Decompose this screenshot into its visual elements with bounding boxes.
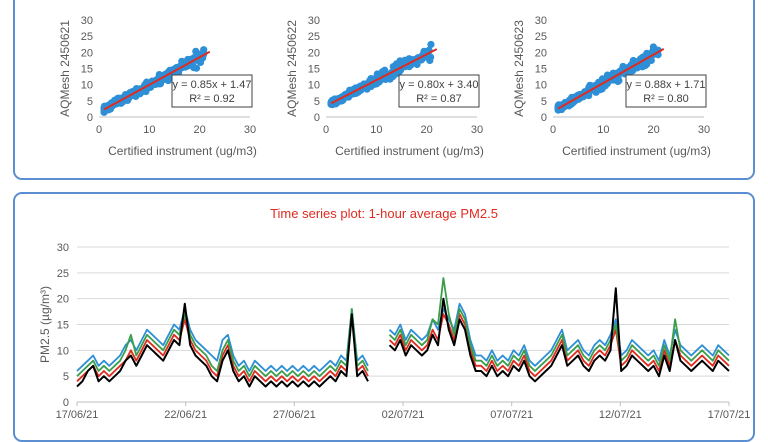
x-tick-label: 0	[323, 124, 329, 136]
trend-equation: y = 0.80x + 3.40	[400, 79, 479, 91]
scatter-chart-2: 0 5 10 15 20 25 30 0 10 20 30 Certified instrument …	[285, 15, 484, 158]
y-tick-label: 0	[314, 112, 320, 124]
y-tick-label: 30	[308, 15, 320, 27]
y-axis-label: AQMesh 2450621	[58, 20, 72, 117]
equation-box	[171, 74, 253, 108]
y-tick-label: 20	[81, 47, 93, 59]
x-axis-label: Certified instrument (ug/m3)	[108, 144, 257, 158]
scatter-point	[196, 58, 205, 67]
y-tick-label: 10	[535, 80, 547, 92]
x-tick-label: 20	[421, 124, 433, 136]
r-squared: R² = 0.80	[643, 93, 689, 105]
y-tick-label: 10	[81, 80, 93, 92]
scatter-chart-1: 0 5 10 15 20 25 30 0 10 20 30 Certified instrument …	[58, 15, 257, 158]
x-tick-label: 02/07/21	[382, 409, 425, 421]
y-tick-label: 25	[535, 31, 547, 43]
series-line	[76, 277, 730, 378]
trend-line	[557, 48, 665, 110]
x-tick-label: 30	[471, 124, 483, 136]
x-tick-label: 17/07/21	[708, 409, 751, 421]
y-tick-label: 0	[87, 112, 93, 124]
r-squared: R² = 0.87	[416, 93, 462, 105]
y-tick-label: 15	[535, 64, 547, 76]
y-tick-label: 20	[57, 294, 69, 306]
trend-equation: y = 0.85x + 1.47	[173, 79, 252, 91]
x-tick-label: 12/07/21	[599, 409, 642, 421]
y-tick-label: 15	[81, 64, 93, 76]
trend-line	[103, 50, 211, 111]
y-tick-label: 25	[308, 31, 320, 43]
y-tick-label: 30	[57, 242, 69, 254]
x-axis-label: Certified instrument (ug/m3)	[335, 144, 484, 158]
trend-line	[330, 48, 438, 105]
y-axis-label: AQMesh 2450623	[512, 20, 526, 117]
scatter-point	[392, 60, 401, 68]
y-tick-label: 20	[308, 47, 320, 59]
x-tick-label: 22/06/21	[164, 409, 207, 421]
scatter-point	[378, 68, 387, 76]
y-tick-label: 5	[541, 96, 547, 108]
y-tick-label: 25	[57, 268, 69, 280]
scatter-chart-3: 0 5 10 15 20 25 30 0 10 20 30 Certified instrument …	[512, 15, 711, 158]
x-tick-label: 10	[370, 124, 382, 136]
y-tick-label: 20	[535, 47, 547, 59]
y-tick-label: 0	[541, 112, 547, 124]
x-tick-label: 0	[96, 124, 102, 136]
x-tick-label: 27/06/21	[273, 409, 316, 421]
x-tick-label: 0	[550, 124, 556, 136]
timeseries-panel: Time series plot: 1-hour average PM2.5 0…	[13, 192, 755, 442]
y-tick-label: 30	[81, 15, 93, 27]
x-tick-label: 20	[648, 124, 660, 136]
r-squared: R² = 0.92	[189, 93, 235, 105]
scatter-point	[613, 77, 621, 85]
x-tick-label: 10	[597, 124, 609, 136]
x-tick-label: 10	[143, 124, 155, 136]
y-tick-label: 5	[63, 371, 69, 383]
timeseries-chart: 0 5 10 15 20 25 30 PM2.5 (µg/m³) 17/06/21 22/06/2…	[38, 242, 751, 421]
scatter-point	[192, 64, 201, 72]
y-axis-label: AQMesh 2450622	[285, 20, 299, 117]
scatter-panel: 0 5 10 15 20 25 30 0 10 20 30 Certified instrument …	[13, 0, 755, 180]
equation-box	[398, 74, 480, 108]
y-tick-label: 10	[57, 345, 69, 357]
y-tick-label: 5	[314, 96, 320, 108]
y-axis-label: PM2.5 (µg/m³)	[38, 286, 52, 363]
y-tick-label: 0	[63, 397, 69, 409]
y-tick-label: 30	[535, 15, 547, 27]
scatter-point	[427, 40, 435, 49]
equation-box	[625, 74, 707, 108]
x-tick-label: 20	[194, 124, 206, 136]
x-tick-label: 07/07/21	[490, 409, 533, 421]
x-axis-label: Certified instrument (ug/m3)	[562, 144, 711, 158]
x-tick-label: 17/06/21	[56, 409, 99, 421]
series-line	[76, 287, 730, 388]
x-tick-label: 30	[698, 124, 710, 136]
y-tick-label: 10	[308, 80, 320, 92]
x-tick-label: 30	[244, 124, 256, 136]
chart-title: Time series plot: 1-hour average PM2.5	[270, 206, 498, 221]
y-tick-label: 25	[81, 31, 93, 43]
y-tick-label: 15	[308, 64, 320, 76]
trend-equation: y = 0.88x + 1.71	[627, 79, 706, 91]
y-tick-label: 15	[57, 320, 69, 332]
y-tick-label: 5	[87, 96, 93, 108]
scatter-point	[585, 91, 593, 100]
